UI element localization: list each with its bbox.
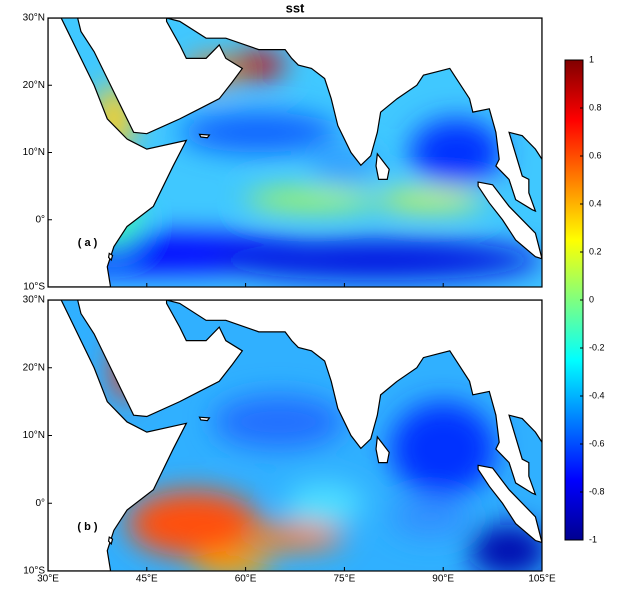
coastline <box>77 18 244 135</box>
lon-tick-label: 90°E <box>432 574 454 585</box>
field-blob <box>377 189 483 210</box>
coastline <box>477 181 542 260</box>
coastline <box>477 464 542 544</box>
field-blob <box>179 112 338 153</box>
coastline <box>375 152 390 180</box>
lat-tick-label: 30°N <box>23 295 45 306</box>
colorbar-tick-label: -0.6 <box>589 438 605 448</box>
field-blob <box>212 395 345 449</box>
lat-tick-label: 20°N <box>23 362 45 373</box>
field-blob <box>390 496 470 537</box>
coastline <box>198 133 211 139</box>
coastline <box>48 300 188 571</box>
field-blob <box>126 490 259 558</box>
lat-tick-label: 0° <box>35 498 45 509</box>
field-blob <box>232 51 286 79</box>
field-blob <box>285 483 365 524</box>
lat-tick-label: 10°N <box>23 430 45 441</box>
coastline <box>107 252 114 262</box>
colorbar-tick-label: 0.8 <box>589 102 602 112</box>
coastline <box>375 435 390 464</box>
map-panel <box>48 18 542 287</box>
coastline <box>107 536 114 546</box>
coastline <box>166 18 542 213</box>
lat-tick-label: 0° <box>35 214 45 225</box>
colorbar-tick-label: -0.2 <box>589 342 605 352</box>
colorbar-tick-label: 0.2 <box>589 246 602 256</box>
field-blob <box>212 240 542 281</box>
field-blob <box>245 189 378 210</box>
colorbar-tick-label: 0.4 <box>589 198 602 208</box>
lon-tick-label: 60°E <box>235 574 257 585</box>
field-blob <box>410 119 503 186</box>
lon-tick-label: 105°E <box>528 574 556 585</box>
coastline <box>77 300 244 418</box>
lat-tick-label: 10°S <box>23 566 45 577</box>
colorbar-tick-label: 1 <box>589 54 594 64</box>
colorbar-tick-label: -0.8 <box>589 486 605 496</box>
lat-tick-label: 30°N <box>23 13 45 24</box>
coastline <box>48 18 188 287</box>
field-blob <box>390 402 497 496</box>
panel-label: ( b ) <box>77 521 97 533</box>
map-panel <box>48 300 542 571</box>
field-blob <box>469 523 542 571</box>
lon-tick-label: 45°E <box>136 574 158 585</box>
field-blob <box>238 523 345 551</box>
colorbar-tick-label: -1 <box>589 534 597 544</box>
colorbar-tick-label: 0 <box>589 294 594 304</box>
coastline <box>198 416 211 422</box>
lat-tick-label: 10°S <box>23 282 45 293</box>
colorbar-tick-label: -0.4 <box>589 390 605 400</box>
coastline <box>166 300 542 496</box>
lat-tick-label: 20°N <box>23 80 45 91</box>
colorbar-tick-label: 0.6 <box>589 150 602 160</box>
lat-tick-label: 10°N <box>23 147 45 158</box>
field-blob <box>192 550 273 571</box>
panel-label: ( a ) <box>78 237 98 249</box>
title: sst <box>286 0 305 15</box>
lon-tick-label: 75°E <box>334 574 356 585</box>
lon-tick-label: 30°E <box>37 574 59 585</box>
